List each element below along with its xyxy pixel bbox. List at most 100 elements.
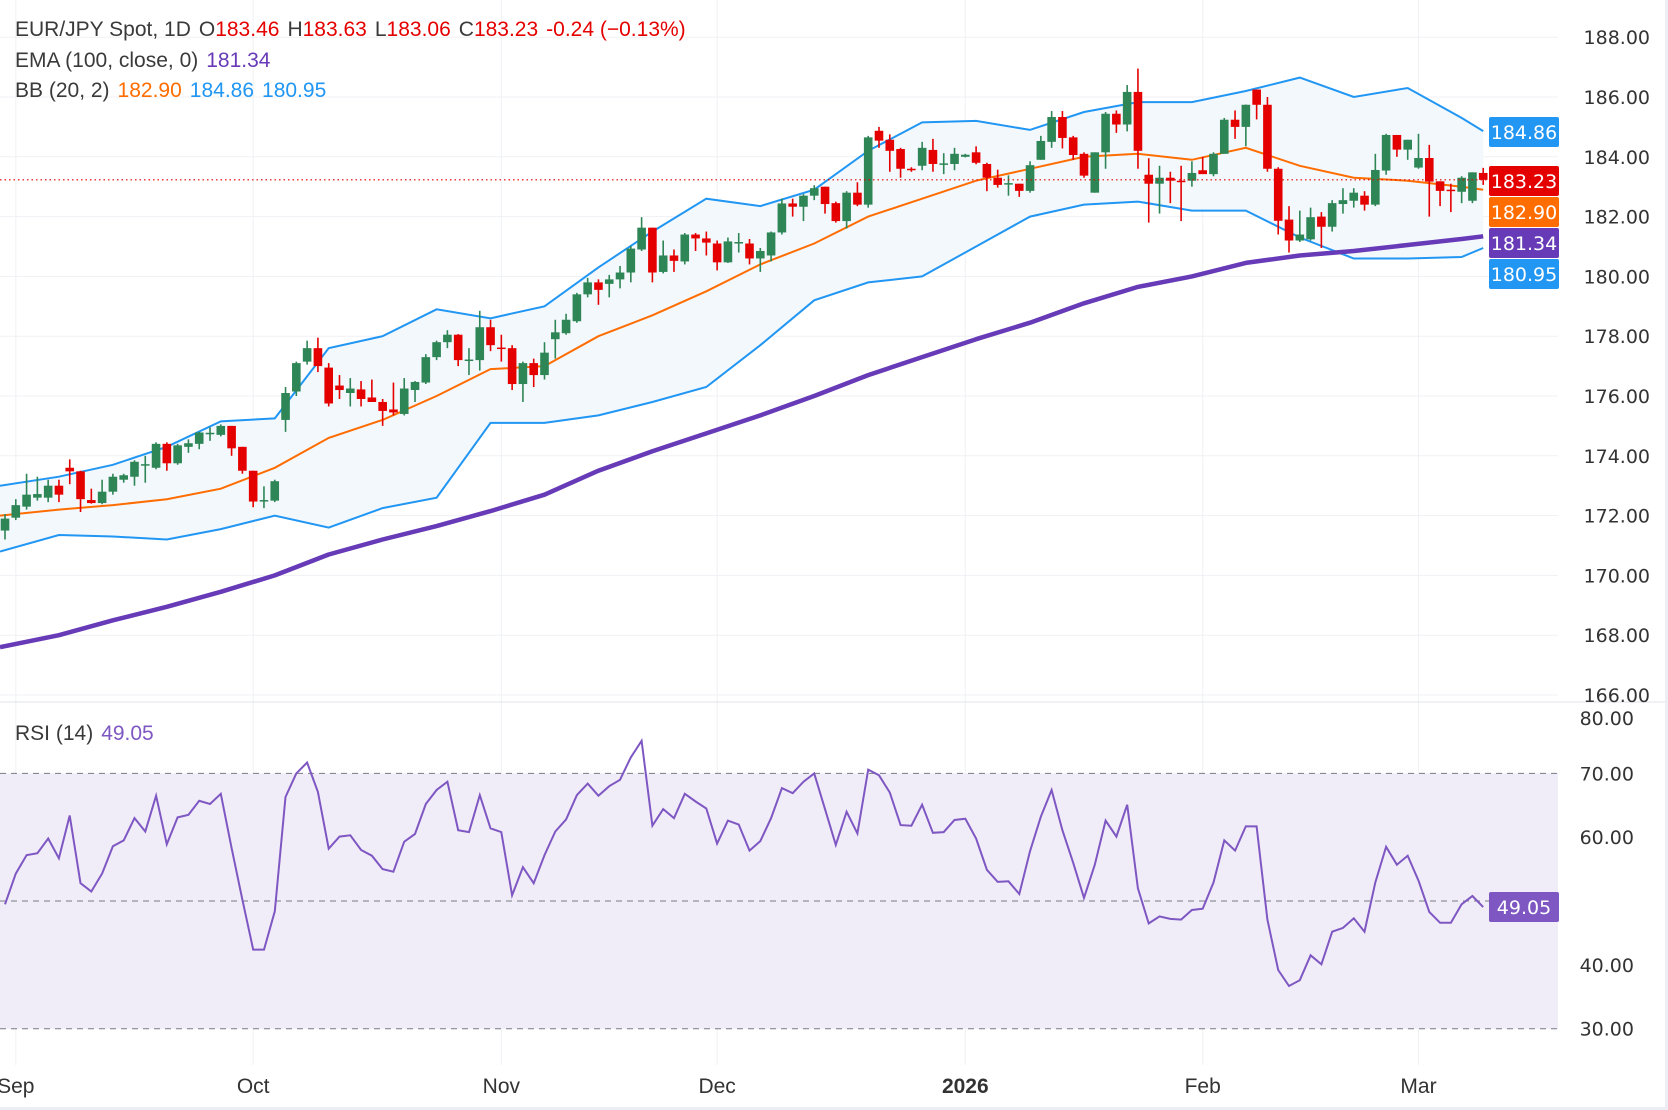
last-price-tag-text: 183.23 xyxy=(1491,171,1557,193)
rsi-tag: 49.05 xyxy=(1489,892,1559,922)
candle xyxy=(22,473,31,510)
price-axis-label: 182.00 xyxy=(1584,207,1650,229)
candle xyxy=(1219,117,1229,154)
rsi-value: 49.05 xyxy=(101,722,154,745)
candle xyxy=(917,141,927,171)
candle-body xyxy=(561,319,571,334)
candle xyxy=(76,470,85,513)
candle xyxy=(1338,188,1348,214)
candle-body xyxy=(756,250,765,259)
candle xyxy=(680,233,690,265)
candle-body xyxy=(1004,183,1013,185)
candle-body xyxy=(130,461,139,477)
candle xyxy=(928,138,938,172)
rsi-legend[interactable]: RSI (14) 49.05 xyxy=(15,722,162,746)
candle-body xyxy=(820,186,830,205)
candle-body xyxy=(799,195,808,207)
candle-body xyxy=(216,425,226,435)
candle xyxy=(464,348,474,376)
bb-lower-value: 180.95 xyxy=(262,79,327,102)
ema-legend[interactable]: EMA (100, close, 0) 181.34 xyxy=(15,49,278,73)
candle xyxy=(604,274,614,298)
bb-lower-line xyxy=(0,200,1484,553)
candle xyxy=(97,479,107,505)
candle xyxy=(1133,68,1143,169)
candle xyxy=(87,488,96,504)
candle xyxy=(939,153,949,175)
ema-tag-text: 181.34 xyxy=(1491,233,1557,255)
candle-body xyxy=(281,393,290,420)
candle-body xyxy=(518,363,528,385)
symbol-title: EUR/JPY Spot, 1D xyxy=(15,18,191,41)
price-axis-label: 180.00 xyxy=(1584,266,1650,288)
candle xyxy=(885,134,895,172)
candle-body xyxy=(885,139,895,151)
candle xyxy=(842,191,851,229)
candle xyxy=(1327,200,1337,232)
time-axis-label: Dec xyxy=(698,1075,735,1098)
candle-body xyxy=(1014,183,1024,191)
candle xyxy=(108,473,118,495)
candle xyxy=(550,319,560,359)
high-value: 183.63 xyxy=(302,18,367,41)
bb-upper-tag: 184.86 xyxy=(1489,117,1559,147)
candle xyxy=(54,479,64,503)
candle xyxy=(1446,183,1456,213)
candle xyxy=(756,247,765,272)
time-axis-label: Feb xyxy=(1185,1075,1221,1098)
candle xyxy=(205,427,215,441)
candle xyxy=(335,375,344,399)
candle xyxy=(712,240,722,271)
candle xyxy=(1058,111,1067,149)
candle xyxy=(1036,135,1046,160)
candle-body xyxy=(734,242,744,244)
bb-lower-tag-text: 180.95 xyxy=(1491,264,1557,286)
candle xyxy=(399,378,409,416)
candle xyxy=(853,182,862,207)
candle xyxy=(238,446,247,474)
candle-body xyxy=(497,347,506,350)
candle-body xyxy=(874,130,884,141)
candle-body xyxy=(22,494,31,507)
candle-body xyxy=(1025,165,1035,191)
candle xyxy=(1317,212,1326,248)
candle xyxy=(324,363,333,407)
candle-body xyxy=(43,485,53,498)
candle-body xyxy=(615,272,625,280)
candle-body xyxy=(1468,172,1477,201)
candle xyxy=(1273,167,1283,235)
bb-basis-value: 182.90 xyxy=(117,79,182,102)
candle-body xyxy=(702,238,711,243)
last-price-tag-bg xyxy=(1489,166,1559,196)
candle-body xyxy=(777,203,787,233)
candle xyxy=(734,233,744,253)
candle-body xyxy=(809,188,819,196)
bb-upper-value: 184.86 xyxy=(189,79,255,102)
candle-body xyxy=(1435,181,1445,191)
bb-legend[interactable]: BB (20, 2) 182.90 184.86 180.95 xyxy=(15,79,334,103)
candle-body xyxy=(1478,172,1488,180)
candle xyxy=(367,379,377,402)
rsi-axis-label: 30.00 xyxy=(1580,1019,1634,1041)
candle xyxy=(982,162,992,192)
candle-body xyxy=(54,485,64,495)
candle xyxy=(1187,161,1197,187)
candle xyxy=(216,424,226,437)
candle xyxy=(1198,156,1207,175)
price-axis-label: 172.00 xyxy=(1584,506,1650,528)
candle-body xyxy=(1349,192,1359,201)
candle xyxy=(1090,152,1100,193)
candle-body xyxy=(76,471,85,500)
candle xyxy=(1284,206,1294,253)
candle xyxy=(194,431,204,450)
candle xyxy=(119,473,128,483)
candle-body xyxy=(453,334,463,361)
bb-label: BB (20, 2) xyxy=(15,79,110,102)
candle xyxy=(993,169,1002,188)
price-axis-label: 170.00 xyxy=(1584,565,1650,587)
candle xyxy=(1101,111,1110,169)
candle xyxy=(1457,176,1466,204)
candle-body xyxy=(173,445,182,464)
candle xyxy=(65,459,75,485)
